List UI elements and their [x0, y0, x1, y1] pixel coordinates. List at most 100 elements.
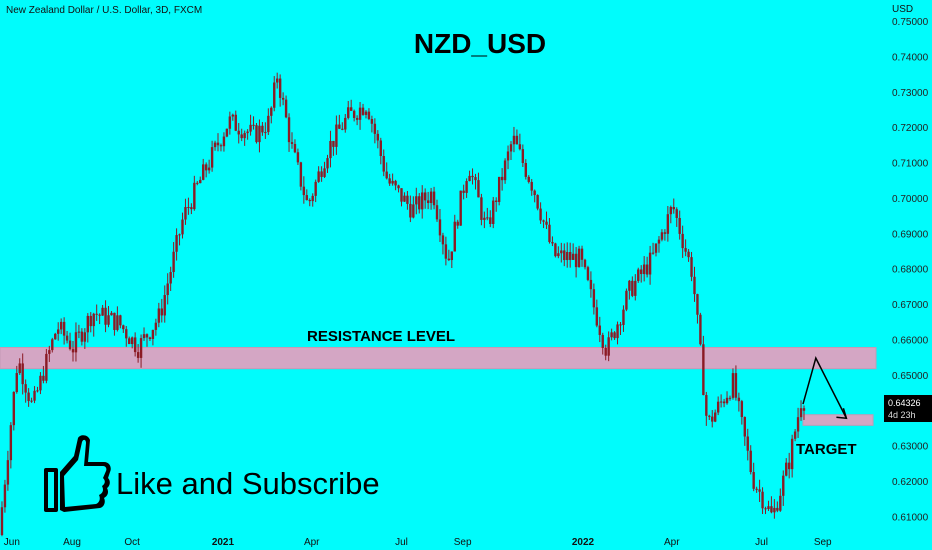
projection-line — [802, 356, 848, 419]
candle-body — [249, 124, 252, 132]
candle-body — [113, 312, 116, 330]
candle-body — [787, 462, 791, 470]
candle-body — [136, 352, 140, 358]
candle-body — [98, 314, 101, 316]
candle-body — [139, 338, 143, 358]
candle-body — [145, 334, 149, 338]
candle-body — [172, 251, 175, 273]
candle-body — [302, 186, 306, 196]
candle-body — [521, 149, 525, 163]
thumbs-up-icon — [40, 432, 112, 521]
candle-body — [299, 162, 303, 187]
candle-body — [184, 207, 187, 220]
candle-body — [204, 164, 208, 171]
candle-body — [486, 217, 489, 219]
candle-body — [533, 190, 536, 196]
candle-body — [252, 124, 255, 126]
candle-body — [166, 283, 169, 296]
candle-body — [364, 111, 368, 115]
candle-body — [743, 417, 746, 437]
candle-body — [181, 219, 184, 235]
candle-body — [725, 397, 729, 404]
candle-body — [586, 267, 590, 280]
candle-body — [574, 253, 578, 268]
candle-body — [500, 176, 504, 181]
candle-body — [80, 331, 84, 342]
candle-body — [779, 495, 782, 511]
candle-body — [104, 307, 107, 325]
candle-body — [193, 182, 196, 210]
candle-body — [278, 78, 282, 98]
candle-body — [793, 431, 797, 439]
candle-body — [54, 333, 57, 340]
y-tick-label: 0.70000 — [892, 194, 929, 205]
candle-body — [77, 331, 81, 333]
x-tick-label: Sep — [454, 537, 472, 548]
candle-body — [142, 334, 146, 339]
candle-body — [435, 205, 439, 220]
candle-body — [18, 363, 21, 374]
candle-body — [376, 133, 380, 141]
candle-body — [338, 124, 341, 129]
x-tick-label: Sep — [814, 537, 832, 548]
candle-body — [24, 384, 27, 393]
candle-body — [693, 276, 696, 295]
chart-title: NZD_USD — [413, 28, 547, 59]
candle-body — [722, 401, 726, 404]
candle-body — [335, 124, 338, 147]
candle-body — [518, 144, 522, 150]
y-axis-unit: USD — [892, 4, 913, 15]
candle-body — [163, 295, 166, 316]
candle-body — [391, 180, 394, 184]
candle-body — [776, 507, 779, 511]
candle-body — [216, 142, 220, 146]
y-tick-label: 0.75000 — [892, 17, 929, 28]
candle-body — [154, 322, 158, 330]
candle-body — [770, 506, 773, 513]
candle-body — [326, 158, 329, 169]
candle-body — [157, 308, 161, 323]
candle-body — [622, 309, 625, 325]
candle-body — [314, 181, 317, 196]
candle-body — [15, 373, 18, 393]
candle-body — [110, 312, 113, 316]
candle-body — [219, 145, 223, 147]
candle-body — [728, 397, 732, 399]
candle-body — [51, 339, 54, 351]
candle-body — [57, 329, 60, 334]
candle-body — [595, 307, 599, 326]
candle-body — [130, 337, 134, 345]
candle-body — [654, 243, 658, 253]
candle-body — [539, 208, 542, 221]
candle-body — [678, 218, 681, 234]
candle-body — [453, 221, 456, 252]
candle-body — [506, 151, 510, 161]
candle-body — [45, 353, 48, 381]
projection-arrowhead — [836, 408, 848, 420]
candle-body — [349, 107, 353, 111]
candle-body — [796, 417, 800, 432]
candle-body — [731, 373, 735, 398]
candle-body — [607, 337, 610, 356]
candle-body — [515, 135, 519, 145]
candle-body — [373, 123, 377, 134]
candle-body — [737, 397, 741, 402]
candle-body — [740, 401, 744, 418]
candle-body — [116, 315, 119, 330]
candle-body — [175, 235, 178, 252]
candle-body — [74, 332, 78, 353]
candle-body — [571, 253, 575, 260]
candle-body — [370, 119, 374, 124]
candle-body — [329, 140, 332, 159]
y-tick-label: 0.72000 — [892, 123, 929, 134]
candle-body — [465, 181, 468, 193]
candle-body — [33, 390, 36, 401]
candle-body — [202, 164, 205, 180]
x-tick-label: Jul — [395, 537, 408, 548]
candle-body — [231, 114, 235, 117]
candle-body — [456, 221, 459, 226]
candle-body — [563, 250, 566, 261]
candle-body — [423, 192, 427, 201]
candle-body — [95, 313, 98, 315]
